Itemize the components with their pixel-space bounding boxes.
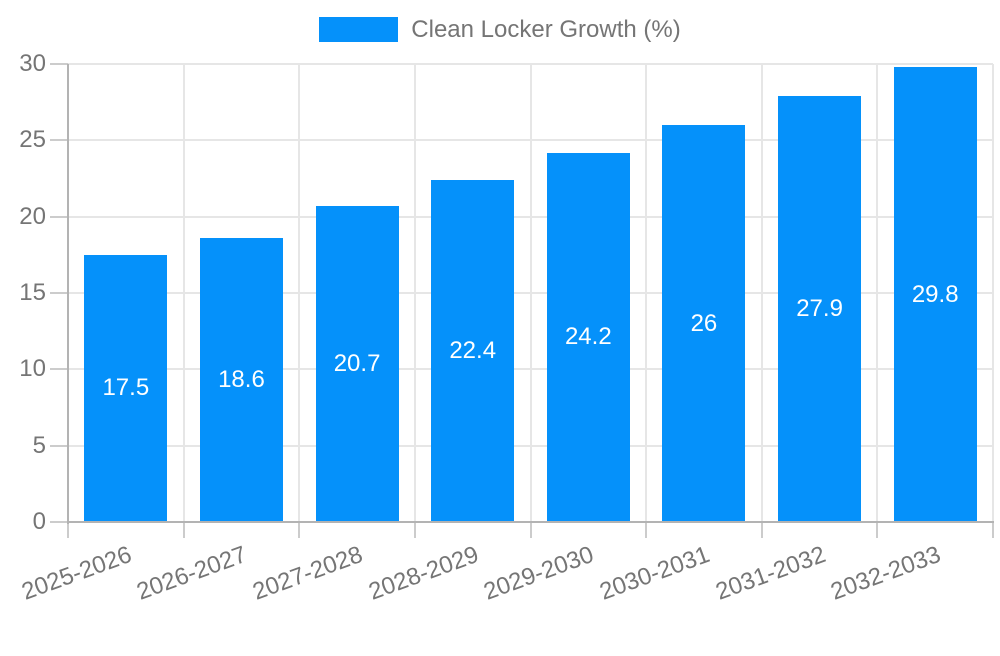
x-axis-tick bbox=[876, 522, 879, 538]
bar-value-label: 24.2 bbox=[564, 323, 612, 351]
legend-swatch bbox=[319, 17, 399, 42]
chart: Clean Locker Growth (%) 0 5 10 15 20 25 30 17.5… bbox=[0, 17, 1000, 606]
bar-2032-2033[interactable] bbox=[893, 67, 977, 521]
x-axis-tick bbox=[529, 522, 532, 538]
y-axis-tick-label: 25 bbox=[19, 126, 46, 154]
bar-value-label: 20.7 bbox=[333, 349, 381, 377]
bar-value-label: 22.4 bbox=[449, 337, 497, 364]
y-axis-tick bbox=[50, 444, 68, 447]
y-axis-tick-label: 30 bbox=[19, 50, 46, 77]
gridline-vertical bbox=[760, 64, 763, 522]
y-axis-tick bbox=[50, 292, 68, 294]
gridline-vertical bbox=[413, 64, 416, 522]
legend: Clean Locker Growth (%) bbox=[0, 17, 1000, 42]
x-axis-tick bbox=[413, 522, 416, 538]
bar-2029-2030[interactable] bbox=[546, 152, 630, 521]
y-axis-tick-label: 15 bbox=[19, 279, 46, 306]
bar-2027-2028[interactable] bbox=[315, 205, 399, 521]
x-axis-tick bbox=[992, 522, 994, 538]
x-axis-line bbox=[67, 521, 994, 523]
y-axis-tick-label: 10 bbox=[19, 355, 46, 383]
x-axis-tick bbox=[645, 522, 648, 538]
gridline-vertical bbox=[529, 64, 532, 522]
legend-item[interactable]: Clean Locker Growth (%) bbox=[319, 16, 681, 43]
y-axis-tick-label: 5 bbox=[32, 431, 46, 459]
y-axis-tick bbox=[50, 368, 68, 371]
x-axis-tick bbox=[67, 522, 69, 538]
y-axis-line bbox=[67, 64, 69, 524]
bar-2025-2026[interactable] bbox=[84, 254, 168, 521]
bar-2030-2031[interactable] bbox=[662, 125, 746, 521]
y-axis-tick bbox=[50, 139, 68, 142]
x-axis-tick bbox=[182, 522, 185, 538]
bar-value-label: 26 bbox=[690, 309, 718, 337]
plot-area: 0 5 10 15 20 25 30 17.5 2025-2026 18.6 2026-2027 20… bbox=[18, 50, 994, 606]
bar-2028-2029[interactable] bbox=[431, 180, 515, 521]
bar-2031-2032[interactable] bbox=[778, 96, 862, 521]
bar-2026-2027[interactable] bbox=[199, 238, 283, 521]
x-axis-tick bbox=[298, 522, 301, 538]
bar-value-label: 29.8 bbox=[911, 280, 959, 308]
bar-value-label: 18.6 bbox=[218, 366, 265, 394]
y-axis-tick-label: 0 bbox=[32, 508, 46, 535]
legend-label: Clean Locker Growth (%) bbox=[411, 16, 681, 43]
gridline-vertical bbox=[876, 64, 879, 522]
gridline-vertical bbox=[992, 64, 994, 522]
bar-value-label: 17.5 bbox=[102, 374, 150, 402]
y-axis-tick bbox=[50, 63, 68, 65]
x-axis-tick bbox=[760, 522, 763, 538]
y-axis-tick bbox=[50, 215, 68, 218]
gridline-vertical bbox=[182, 64, 185, 522]
gridline-vertical bbox=[645, 64, 648, 522]
bar-value-label: 27.9 bbox=[796, 295, 843, 323]
gridline-vertical bbox=[298, 64, 301, 522]
y-axis-tick-label: 20 bbox=[19, 202, 46, 230]
y-axis-tick bbox=[50, 521, 68, 523]
